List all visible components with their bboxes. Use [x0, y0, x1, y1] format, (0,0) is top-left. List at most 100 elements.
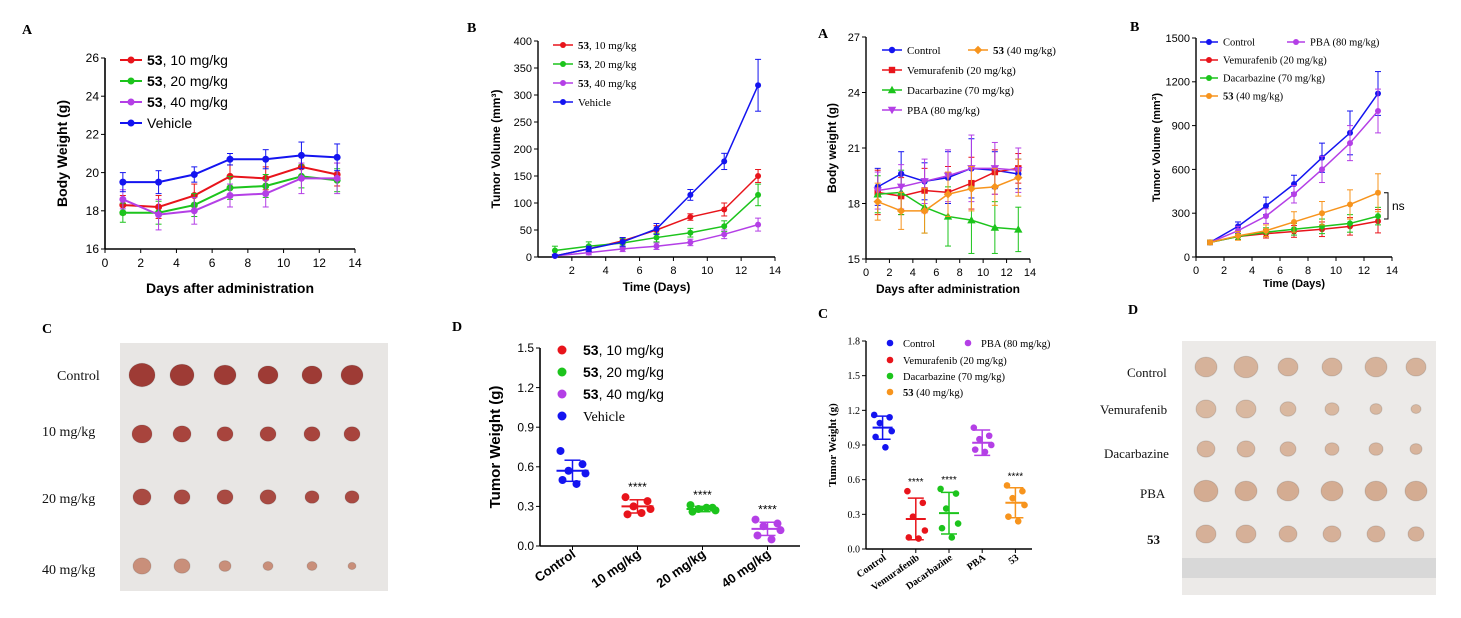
y-tick-label: 200 — [514, 144, 532, 156]
data-point — [646, 505, 655, 514]
y-tick-label: 24 — [86, 89, 100, 103]
ruler — [1182, 558, 1436, 578]
tumor-specimen — [1233, 355, 1259, 379]
tumor-specimen — [1279, 401, 1297, 417]
legend-label: 53, 40 mg/kg — [578, 78, 637, 90]
significance-label: **** — [941, 475, 957, 486]
y-tick-label: 22 — [86, 128, 100, 142]
legend-marker — [557, 367, 567, 377]
tumor-specimen — [216, 489, 234, 505]
data-point — [262, 190, 270, 198]
data-point — [896, 183, 906, 192]
data-point — [572, 479, 581, 488]
tumor-specimen — [1364, 356, 1388, 378]
legend-marker — [888, 66, 896, 74]
data-point — [886, 413, 893, 421]
data-point — [1375, 108, 1381, 114]
x-tick-label: 10 mg/kg — [588, 546, 643, 591]
x-tick-label: 2 — [137, 256, 144, 270]
legend-marker — [887, 106, 897, 115]
legend-marker — [127, 119, 135, 127]
tumor-specimen — [1194, 356, 1218, 378]
y-tick-label: 20 — [86, 166, 100, 180]
data-point — [1263, 213, 1269, 220]
legend-label: 53, 10 mg/kg — [583, 342, 664, 358]
legend-marker — [886, 372, 894, 380]
tumor-specimen — [1196, 440, 1216, 458]
data-point — [1009, 494, 1016, 502]
data-point — [938, 524, 946, 532]
legend-label: Vehicle — [578, 97, 611, 109]
data-point — [976, 435, 983, 443]
group-control: Control — [855, 411, 895, 580]
x-tick-label: 14 — [1024, 267, 1036, 279]
panel-letter-b-left: B — [467, 21, 476, 36]
significance-label: **** — [1008, 471, 1024, 482]
tumor-specimen — [1368, 442, 1384, 456]
data-point — [155, 178, 163, 186]
x-tick-label: 12 — [1358, 265, 1370, 277]
y-tick-label: 1.5 — [848, 371, 861, 382]
data-point — [619, 245, 626, 252]
y-tick-label: 0.0 — [517, 539, 534, 553]
tumor-specimen — [1324, 442, 1340, 456]
series-vehicle — [119, 141, 341, 195]
tumor-specimen — [303, 426, 321, 442]
data-point — [985, 432, 993, 440]
data-point — [759, 522, 768, 531]
y-tick-label: 1.8 — [848, 337, 861, 348]
data-point — [755, 173, 762, 179]
data-point — [896, 206, 906, 216]
x-tick-label: 10 — [1330, 265, 1342, 277]
data-point — [920, 206, 929, 216]
photo-row-label-control-right: Control — [1127, 365, 1167, 380]
data-point — [919, 499, 927, 507]
data-point — [1375, 213, 1381, 220]
x-tick-label: 12 — [735, 265, 747, 277]
legend-label: PBA (80 mg/kg) — [907, 105, 980, 117]
x-tick-label: 8 — [245, 256, 252, 270]
legend-label: 53, 10 mg/kg — [578, 40, 637, 52]
y-tick-label: 27 — [848, 32, 860, 44]
legend-label: PBA (80 mg/kg) — [981, 339, 1051, 350]
y-tick-label: 15 — [848, 254, 860, 266]
x-tick-label: 4 — [603, 265, 609, 277]
data-point — [954, 520, 962, 527]
y-tick-label: 350 — [514, 63, 532, 75]
photo-row-label-pba: PBA — [1140, 486, 1166, 501]
data-point — [686, 501, 695, 510]
y-tick-label: 0.6 — [517, 460, 534, 474]
legend-marker — [886, 356, 894, 364]
data-point — [119, 178, 127, 186]
data-point — [578, 460, 587, 469]
data-point — [623, 510, 632, 519]
tumor-specimen — [340, 364, 364, 386]
data-point — [551, 247, 558, 254]
data-point — [1319, 166, 1325, 173]
y-tick-label: 900 — [1172, 120, 1190, 132]
legend-marker — [886, 339, 894, 347]
legend-marker — [560, 99, 566, 105]
legend-label: Vemurafenib (20 mg/kg) — [907, 65, 1016, 77]
legend-label: 53, 10 mg/kg — [147, 52, 228, 68]
data-point — [687, 229, 694, 236]
tumor-specimen — [1235, 399, 1257, 419]
data-point — [990, 182, 1000, 192]
tumor-specimen — [172, 425, 192, 443]
data-point — [755, 82, 762, 89]
x-tick-label: 6 — [209, 256, 216, 270]
data-point — [155, 211, 163, 219]
tumor-specimen — [1195, 399, 1217, 419]
data-point — [967, 215, 976, 224]
x-tick-label: 20 mg/kg — [653, 546, 708, 591]
data-point — [721, 158, 728, 165]
data-point — [952, 490, 960, 497]
photo-row-label-control: Control — [57, 369, 100, 384]
x-tick-label: 6 — [933, 267, 939, 279]
significance-label: **** — [693, 488, 712, 502]
series-53-40-mg-kg — [551, 217, 762, 259]
legend-label: 53 (40 mg/kg) — [993, 45, 1056, 57]
data-point — [1014, 225, 1023, 233]
data-point — [1019, 487, 1026, 495]
data-point — [119, 209, 127, 217]
